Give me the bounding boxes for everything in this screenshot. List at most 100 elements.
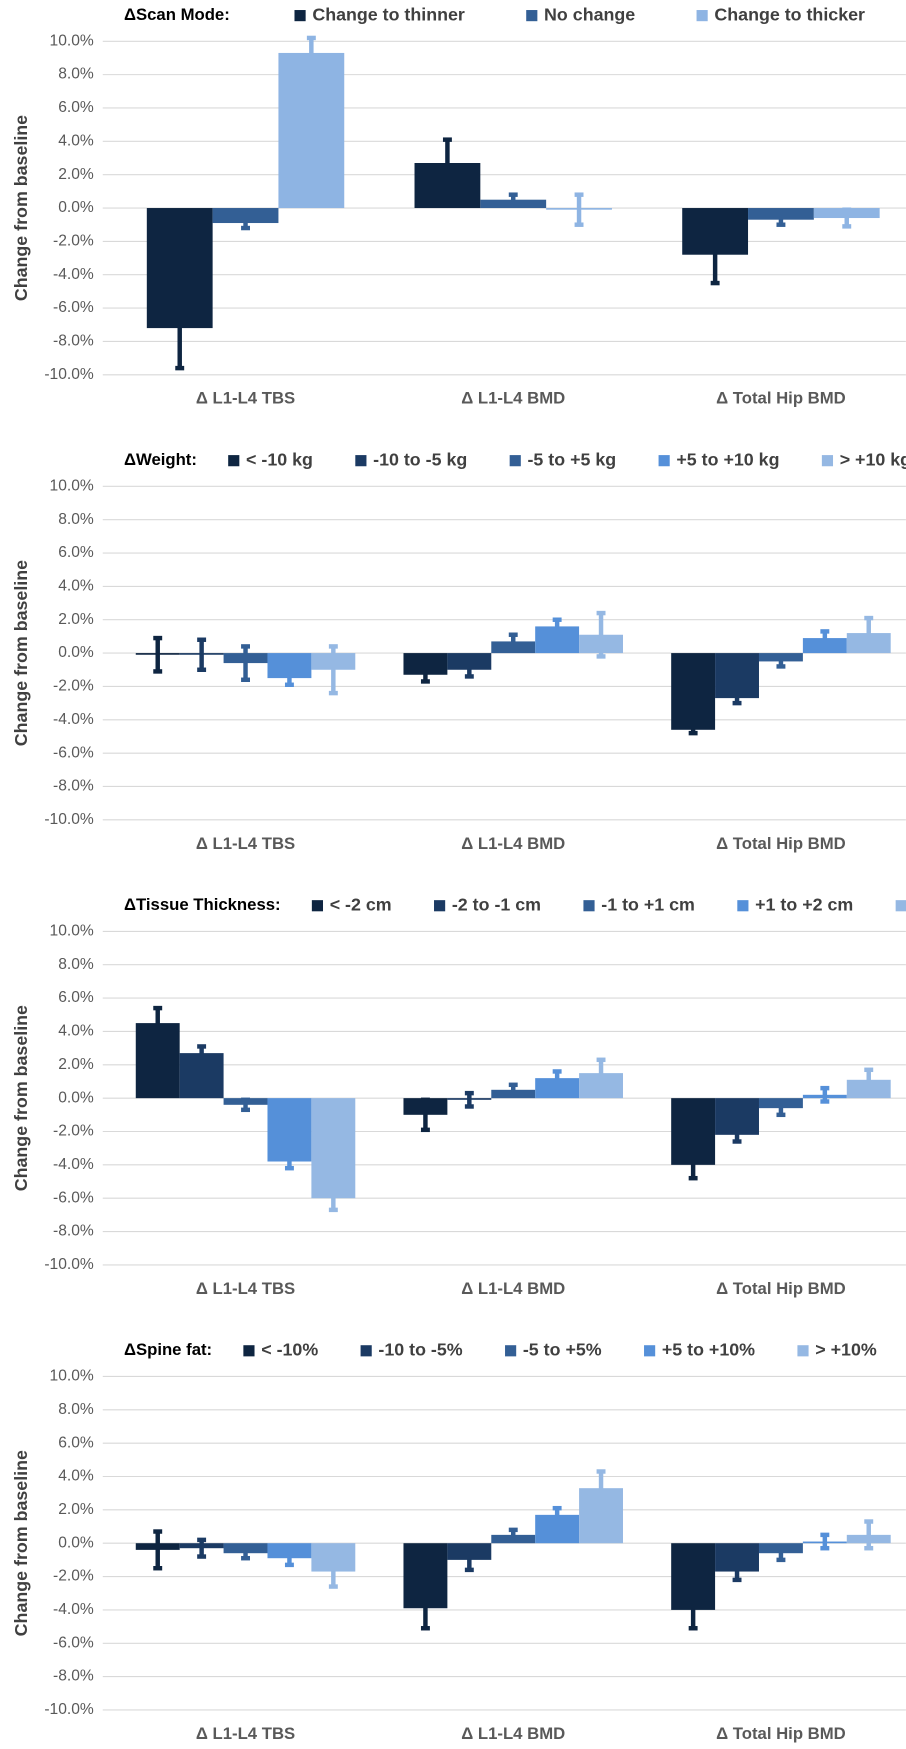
x-tick-label: Δ L1-L4 BMD bbox=[461, 1279, 565, 1298]
bar bbox=[179, 1543, 224, 1549]
legend-label: No change bbox=[544, 4, 635, 24]
legend-label: < -2 cm bbox=[330, 894, 392, 914]
y-tick-label: -4.0% bbox=[53, 1156, 94, 1173]
bar bbox=[715, 653, 759, 699]
y-tick-label: -4.0% bbox=[53, 1601, 94, 1618]
legend-swatch bbox=[311, 900, 324, 912]
bar bbox=[715, 1098, 759, 1135]
legend-label: -10 to -5% bbox=[378, 1340, 462, 1360]
x-tick-label: Δ L1-L4 BMD bbox=[461, 1724, 565, 1743]
legend-swatch bbox=[696, 10, 708, 22]
chart-panel: 10.0% 8.0% 6.0% 4.0% 2.0% 0.0% -2.0% -4.0% -6.0%… bbox=[11, 449, 906, 852]
y-tick-label: -6.0% bbox=[53, 299, 94, 316]
y-tick-label: -4.0% bbox=[53, 711, 94, 728]
bar bbox=[311, 653, 356, 670]
legend-swatch bbox=[434, 900, 446, 912]
y-tick-label: -6.0% bbox=[53, 1634, 94, 1651]
bar bbox=[715, 1543, 759, 1572]
bar bbox=[671, 653, 716, 730]
bar bbox=[491, 1534, 536, 1544]
y-tick-label: -2.0% bbox=[53, 233, 94, 250]
error-bar bbox=[153, 635, 163, 674]
y-tick-label: 2.0% bbox=[58, 1501, 94, 1518]
x-tick-label: Δ L1-L4 TBS bbox=[196, 1724, 295, 1743]
legend-swatch bbox=[360, 1345, 372, 1357]
legend-item: +5 to +10% bbox=[644, 1340, 755, 1360]
bar bbox=[311, 1543, 356, 1572]
x-tick-label: Δ Total Hip BMD bbox=[716, 389, 846, 408]
chart-panel: 10.0% 8.0% 6.0% 4.0% 2.0% 0.0% -2.0% -4.0% -6.0%… bbox=[11, 894, 906, 1298]
y-tick-label: 8.0% bbox=[58, 956, 94, 973]
bar bbox=[179, 653, 224, 655]
legend-item: -5 to +5 kg bbox=[509, 449, 617, 469]
legend-label: -5 to +5% bbox=[523, 1340, 602, 1360]
y-tick-label: -2.0% bbox=[53, 1123, 94, 1140]
y-tick-label: -10.0% bbox=[44, 811, 94, 828]
bar bbox=[403, 1543, 448, 1609]
legend-item: -10 to -5% bbox=[360, 1340, 463, 1360]
bar bbox=[748, 208, 814, 220]
error-bar bbox=[864, 1519, 874, 1551]
y-tick-label: 6.0% bbox=[58, 544, 94, 561]
legend-label: < -10% bbox=[261, 1340, 318, 1360]
legend-swatch bbox=[583, 900, 595, 912]
legend-item: No change bbox=[526, 4, 635, 24]
y-axis-label: Change from baseline bbox=[11, 560, 31, 746]
y-tick-label: -10.0% bbox=[44, 366, 94, 383]
x-tick-label: Δ Total Hip BMD bbox=[716, 1724, 846, 1743]
y-tick-label: 2.0% bbox=[58, 611, 94, 628]
bar bbox=[267, 1098, 312, 1162]
legend-item: < -10% bbox=[243, 1340, 318, 1360]
legend-label: < -10 kg bbox=[246, 449, 313, 469]
legend-label: -5 to +5 kg bbox=[528, 449, 617, 469]
error-bar bbox=[241, 644, 250, 682]
y-tick-label: 2.0% bbox=[58, 1056, 94, 1073]
legend-label: Change to thicker bbox=[714, 4, 865, 24]
legend-item: > +2 cm bbox=[895, 900, 906, 912]
legend-label: Change to thinner bbox=[312, 4, 465, 24]
legend-label: -2 to -1 cm bbox=[452, 894, 541, 914]
y-tick-label: 4.0% bbox=[58, 578, 94, 595]
legend-item: < -2 cm bbox=[311, 894, 392, 914]
legend-swatch bbox=[797, 1345, 809, 1357]
legend-item: -1 to +1 cm bbox=[583, 894, 695, 914]
legend-item: -2 to -1 cm bbox=[434, 894, 541, 914]
bar bbox=[758, 653, 803, 662]
bar bbox=[579, 634, 623, 654]
bar bbox=[682, 208, 749, 255]
bar bbox=[223, 653, 268, 664]
y-tick-label: 6.0% bbox=[58, 99, 94, 116]
legend-label: +5 to +10% bbox=[662, 1340, 755, 1360]
bar bbox=[179, 1053, 224, 1099]
bar bbox=[802, 1094, 847, 1099]
bar bbox=[223, 1098, 268, 1105]
bar bbox=[491, 641, 536, 654]
bar bbox=[146, 208, 213, 329]
y-tick-label: -6.0% bbox=[53, 1189, 94, 1206]
bar bbox=[414, 163, 481, 209]
bar bbox=[758, 1098, 803, 1109]
bar bbox=[671, 1098, 716, 1165]
y-tick-label: 0.0% bbox=[58, 1534, 94, 1551]
y-tick-label: -8.0% bbox=[53, 333, 94, 350]
y-tick-label: 2.0% bbox=[58, 166, 94, 183]
legend-title: ΔScan Mode: bbox=[124, 5, 230, 24]
y-tick-label: -2.0% bbox=[53, 678, 94, 695]
y-tick-label: 6.0% bbox=[58, 989, 94, 1006]
legend-swatch bbox=[243, 1345, 255, 1357]
bar bbox=[546, 208, 612, 210]
legend-label: +1 to +2 cm bbox=[755, 894, 853, 914]
bar bbox=[447, 1098, 492, 1100]
bar bbox=[846, 633, 891, 654]
bar bbox=[758, 1543, 803, 1554]
bar bbox=[813, 208, 880, 219]
y-tick-label: -8.0% bbox=[53, 1668, 94, 1685]
bar bbox=[267, 1543, 312, 1559]
bar bbox=[278, 52, 345, 209]
bar bbox=[846, 1534, 891, 1544]
bar bbox=[311, 1098, 356, 1199]
y-tick-label: -6.0% bbox=[53, 744, 94, 761]
y-tick-label: 4.0% bbox=[58, 1023, 94, 1040]
legend-item: Change to thinner bbox=[294, 4, 465, 24]
y-tick-label: 8.0% bbox=[58, 66, 94, 83]
